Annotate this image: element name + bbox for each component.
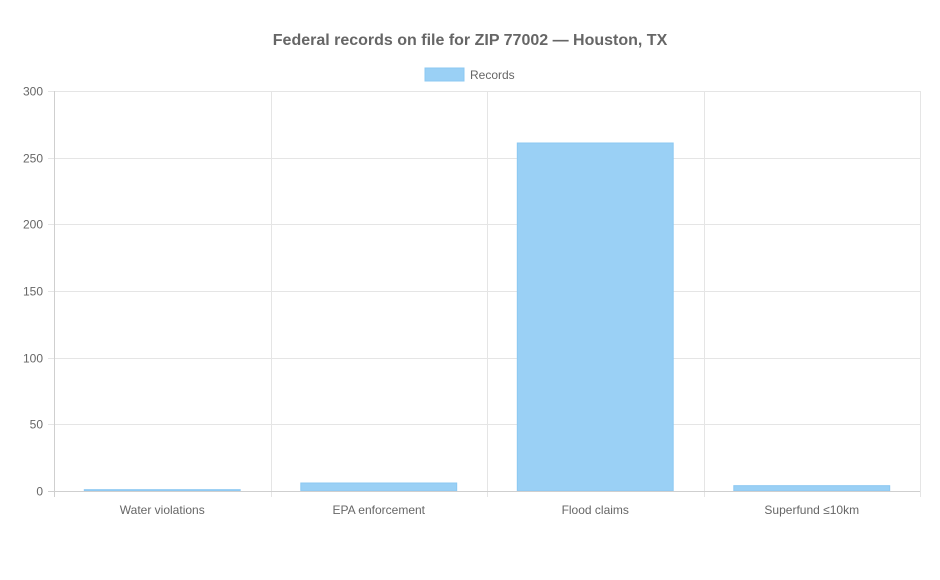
axes: [48, 91, 920, 497]
y-tick-label: 150: [23, 285, 43, 299]
bar[interactable]: [733, 485, 891, 492]
bar[interactable]: [516, 142, 674, 492]
y-tick-label: 200: [23, 218, 43, 232]
x-tick-label: EPA enforcement: [333, 503, 426, 517]
y-tick-label: 100: [23, 352, 43, 366]
y-axis-ticks: 0 50 100 150 200 250 300: [23, 85, 43, 499]
legend-swatch: [424, 67, 465, 82]
x-tick-label: Superfund ≤10km: [764, 503, 859, 517]
x-axis-labels: Water violations EPA enforcement Flood cla…: [120, 503, 859, 517]
y-tick-label: 250: [23, 152, 43, 166]
bar[interactable]: [83, 489, 241, 492]
grid: [48, 91, 921, 497]
x-tick-label: Flood claims: [562, 503, 629, 517]
legend[interactable]: Records: [424, 67, 515, 82]
y-tick-label: 50: [30, 418, 44, 432]
bar[interactable]: [300, 482, 458, 492]
y-tick-label: 0: [36, 485, 43, 499]
y-tick-label: 300: [23, 85, 43, 99]
legend-label: Records: [470, 68, 515, 82]
chart-title: Federal records on file for ZIP 77002 — …: [273, 32, 668, 49]
x-tick-label: Water violations: [120, 503, 205, 517]
